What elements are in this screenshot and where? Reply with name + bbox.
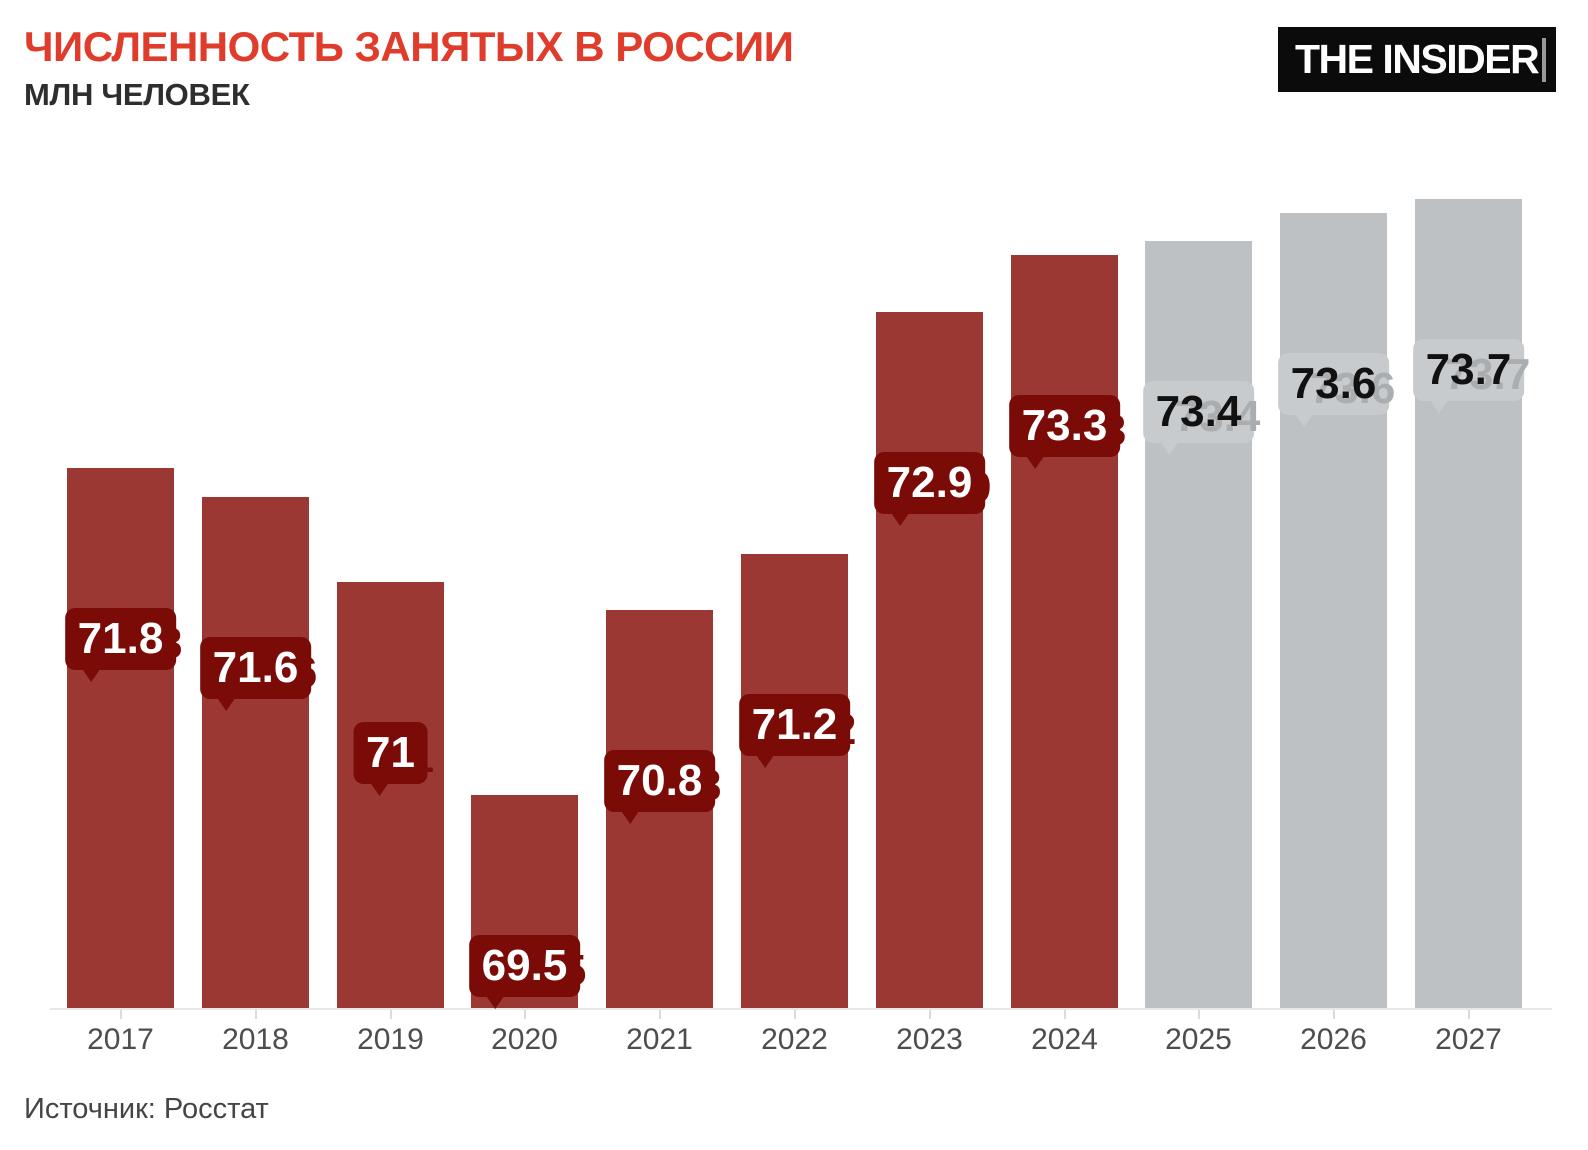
logo-cursor-icon (1542, 37, 1546, 82)
bar-2024: 73.3 (1008, 255, 1126, 1008)
logo-text: THE INSIDER (1295, 36, 1540, 82)
bar-2026: 73.6 (1277, 213, 1395, 1008)
x-axis-label-2022: 2022 (761, 1023, 828, 1056)
the-insider-logo: THE INSIDER (1278, 27, 1556, 92)
x-axis-label-2023: 2023 (896, 1023, 963, 1056)
x-axis-label-2018: 2018 (222, 1023, 289, 1056)
chart-title: ЧИСЛЕННОСТЬ ЗАНЯТЫХ В РОССИИ (24, 23, 794, 70)
value-label-2019: 71 (353, 722, 434, 796)
value-label-2020: 69.5 (468, 935, 586, 1009)
value-label-2025: 73.4 (1142, 381, 1260, 455)
value-label-2023: 72.9 (873, 452, 991, 526)
x-axis-line (50, 1008, 1552, 1010)
value-label-2018: 71.6 (199, 637, 317, 711)
value-label-2026: 73.6 (1277, 353, 1395, 427)
bar-2027: 73.7 (1412, 199, 1530, 1008)
x-axis-label-2024: 2024 (1031, 1023, 1098, 1056)
source-note: Источник: Росстат (24, 1093, 269, 1125)
value-label-2017: 71.8 (64, 608, 182, 682)
x-axis-label-2020: 2020 (491, 1023, 558, 1056)
x-axis-tick-2026 (1332, 1010, 1335, 1019)
x-axis-label-2025: 2025 (1165, 1023, 1232, 1056)
x-axis-tick-2020 (523, 1010, 526, 1019)
x-axis-label-2019: 2019 (357, 1023, 424, 1056)
bar-2019: 71 (337, 582, 444, 1008)
bar-2025: 73.4 (1142, 241, 1260, 1008)
x-axis-tick-2018 (254, 1010, 257, 1019)
x-axis-label-2021: 2021 (626, 1023, 693, 1056)
bar-2021: 70.8 (603, 610, 721, 1008)
bar-2020: 69.5 (468, 795, 586, 1009)
bar-2023: 72.9 (873, 312, 991, 1008)
x-axis-tick-2027 (1467, 1010, 1470, 1019)
chart-subtitle: МЛН ЧЕЛОВЕК (24, 77, 250, 112)
bar-2018: 71.6 (199, 497, 317, 1008)
x-axis-tick-2025 (1197, 1010, 1200, 1019)
value-label-2022: 71.2 (738, 694, 856, 768)
plot-area: 71.871.6 71 69.5 70.871.2 72.973.373.473.673… (0, 156, 1588, 1009)
value-label-2027: 73.7 (1412, 339, 1530, 413)
bar-2022: 71.2 (738, 554, 856, 1008)
x-axis-tick-2022 (793, 1010, 796, 1019)
x-axis-tick-2021 (658, 1010, 661, 1019)
x-axis-tick-2023 (928, 1010, 931, 1019)
x-axis-label-2027: 2027 (1435, 1023, 1502, 1056)
bar-2017: 71.8 (64, 468, 182, 1008)
value-label-2021: 70.8 (603, 750, 721, 824)
x-axis-label-2017: 2017 (87, 1023, 154, 1056)
x-axis-tick-2017 (119, 1010, 122, 1019)
x-axis-label-2026: 2026 (1300, 1023, 1367, 1056)
x-axis-tick-2019 (389, 1010, 392, 1019)
x-axis-tick-2024 (1063, 1010, 1066, 1019)
value-label-2024: 73.3 (1008, 395, 1126, 469)
